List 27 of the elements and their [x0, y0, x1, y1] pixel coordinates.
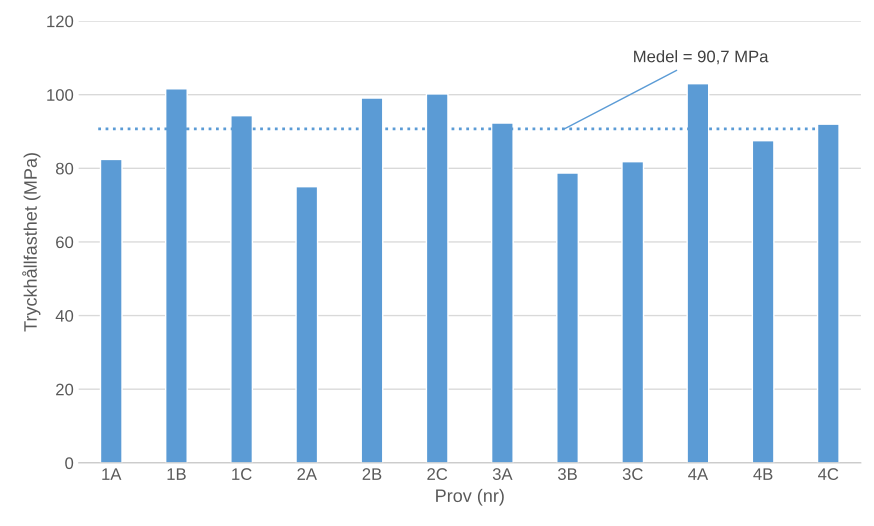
bar	[556, 172, 580, 463]
x-tick-label: 4A	[688, 468, 708, 480]
y-tick-label: 0	[65, 457, 74, 470]
y-tick-label: 20	[56, 384, 74, 396]
x-tick-label: 1C	[232, 468, 252, 480]
x-tick-label: 4C	[818, 468, 838, 480]
y-tick-label: 100	[47, 89, 74, 101]
x-tick-label: 2A	[297, 468, 317, 480]
x-axis-title: Prov (nr)	[436, 488, 504, 506]
y-tick-label: 80	[56, 162, 74, 175]
y-tick-label: 60	[56, 236, 74, 248]
x-tick-label: 2B	[362, 468, 382, 480]
y-tick-label: 40	[56, 310, 74, 322]
x-tick-label: 3B	[558, 468, 577, 480]
x-tick-label: 4B	[753, 468, 772, 480]
bar	[752, 140, 775, 463]
x-tick-label: 3C	[622, 468, 643, 480]
y-axis-title: Tryckhållfasthet (MPa)	[22, 153, 40, 332]
x-tick-label: 2C	[427, 468, 448, 480]
x-tick-label: 1B	[168, 468, 186, 480]
y-tick-label: 120	[47, 15, 74, 28]
bar	[621, 160, 644, 463]
bar	[295, 186, 318, 463]
ref-line-label: Medel = 90,7 MPa	[634, 50, 768, 64]
x-tick-label: 3A	[492, 468, 513, 480]
x-tick-label: 1A	[102, 468, 122, 480]
bar	[100, 158, 123, 463]
